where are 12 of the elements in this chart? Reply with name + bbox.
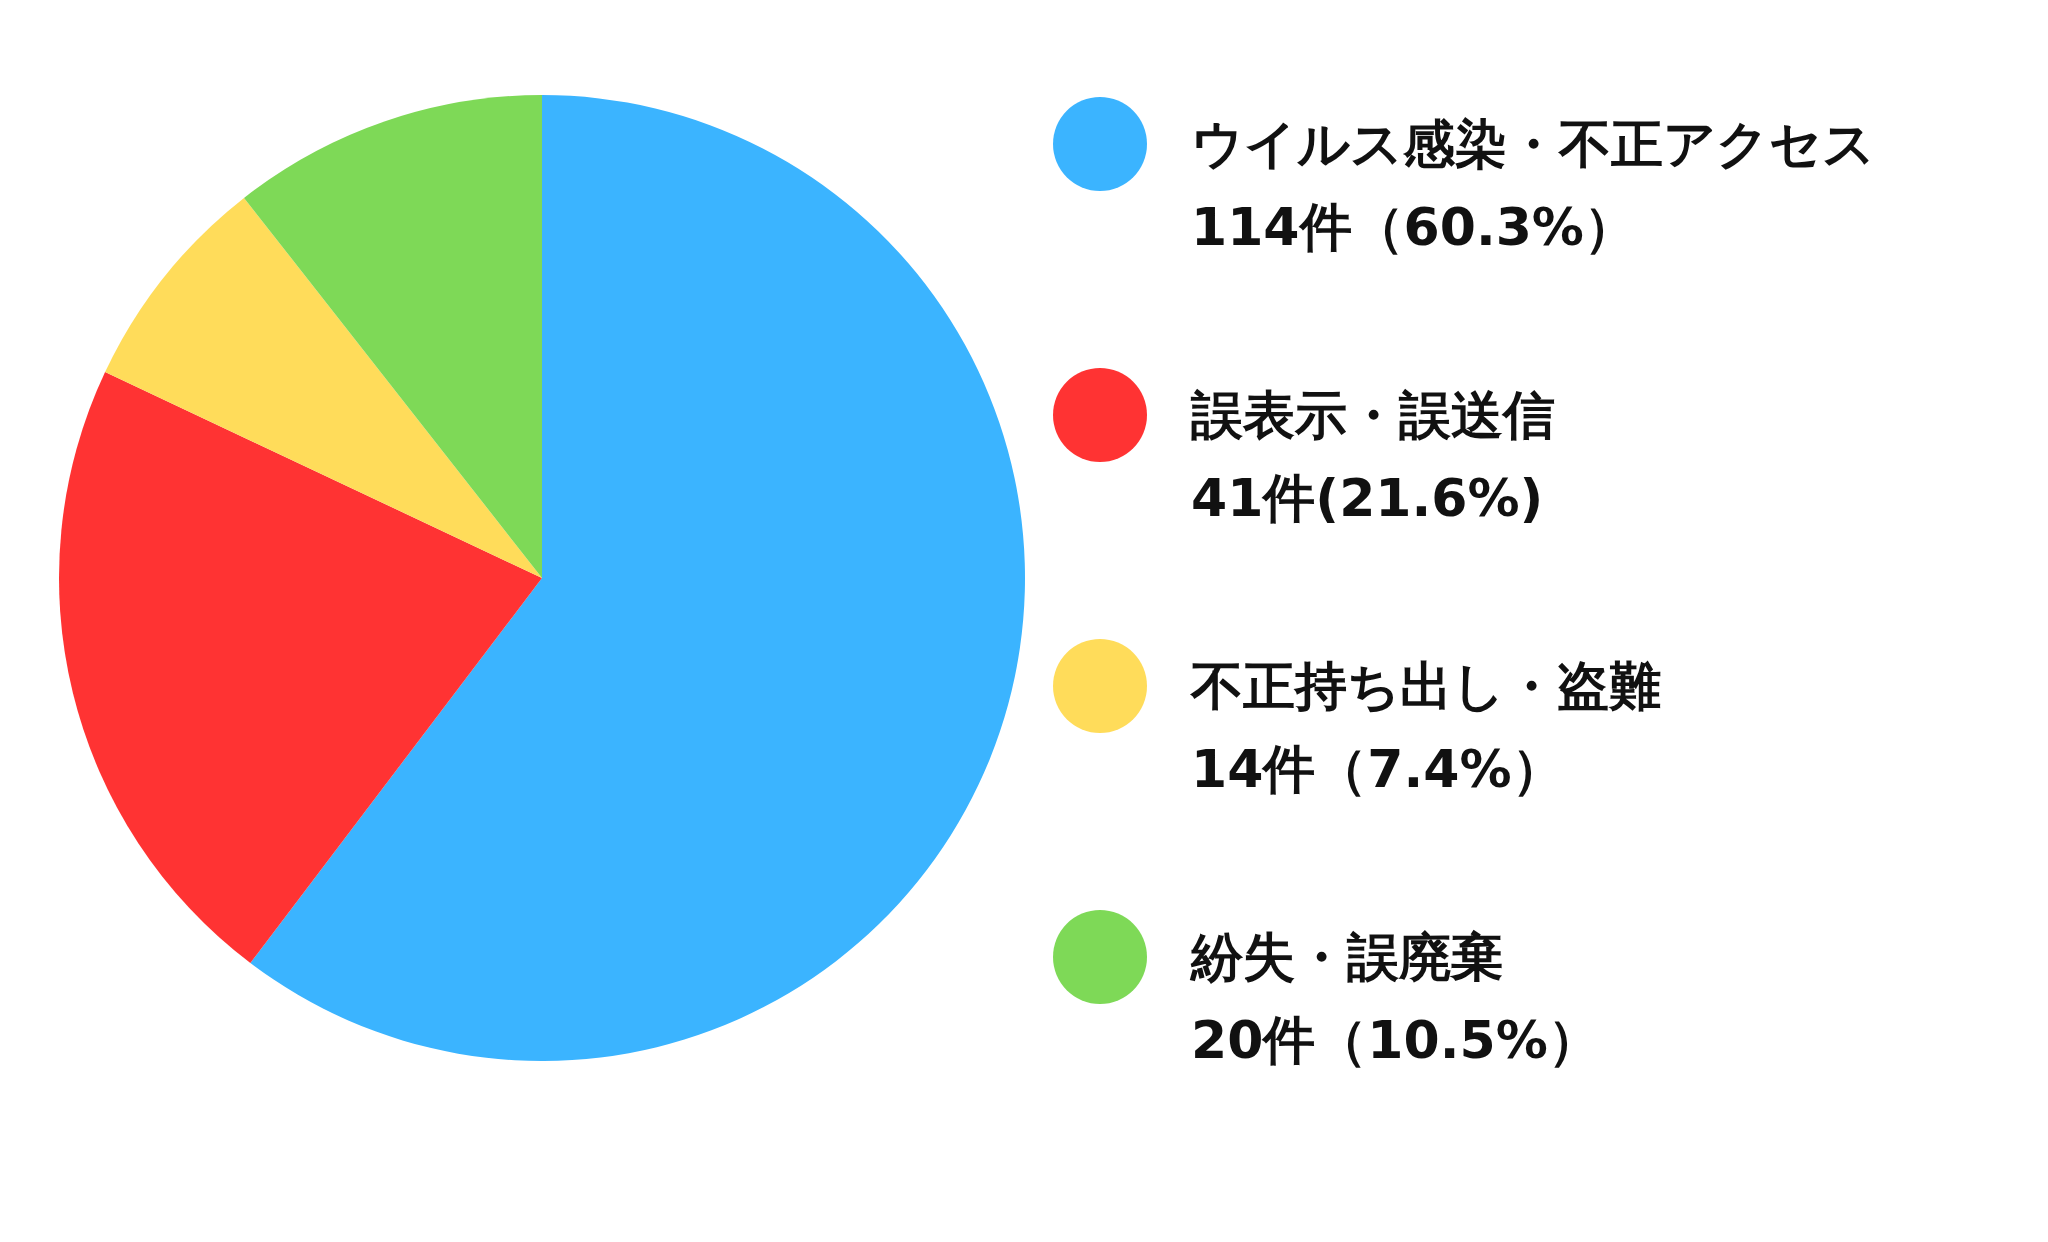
legend-label: ウイルス感染・不正アクセス: [1191, 114, 1875, 174]
legend-label: 不正持ち出し・盗難: [1189, 656, 1661, 716]
legend-label: 紛失・誤廃棄: [1189, 927, 1503, 987]
data-label: 14件（7.4%）: [1191, 739, 1564, 799]
data-label: 114件（60.3%）: [1191, 197, 1636, 257]
pie-slice: [244, 95, 542, 578]
data-label: 41件(21.6%): [1191, 468, 1544, 528]
data-label: 20件（10.5%）: [1191, 1010, 1600, 1070]
pie-slice: [250, 95, 1025, 1061]
legend-label: 誤表示・誤送信: [1190, 385, 1555, 445]
pie-slice: [105, 197, 542, 578]
pie-slice: [59, 372, 542, 964]
